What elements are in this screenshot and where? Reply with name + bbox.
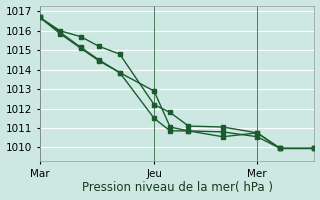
X-axis label: Pression niveau de la mer( hPa ): Pression niveau de la mer( hPa )	[82, 181, 273, 194]
